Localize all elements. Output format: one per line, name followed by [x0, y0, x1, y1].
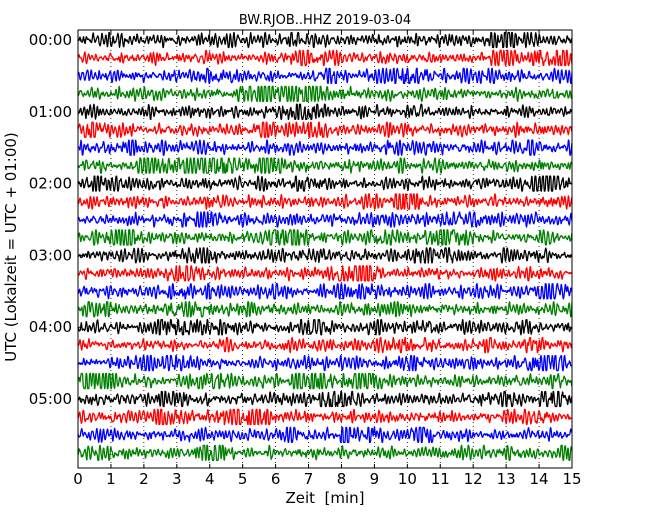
- trace-row-18: [77, 354, 573, 372]
- trace-row-15: [77, 301, 573, 318]
- x-tick-label: 7: [304, 470, 314, 488]
- trace-row-11: [77, 229, 573, 246]
- trace-row-6: [77, 139, 573, 156]
- trace-row-8: [77, 175, 573, 192]
- trace-row-5: [77, 121, 573, 138]
- y-tick-label: 04:00: [29, 318, 72, 336]
- x-tick-label: 9: [370, 470, 380, 488]
- y-tick-label: 02:00: [29, 175, 72, 193]
- x-tick-label: 4: [205, 470, 215, 488]
- trace-row-21: [77, 408, 573, 426]
- trace-row-2: [77, 67, 573, 85]
- seismic-traces: [77, 31, 573, 461]
- chart-title: BW.RJOB..HHZ 2019-03-04: [239, 13, 411, 28]
- trace-row-9: [77, 193, 573, 210]
- x-tick-label: 8: [337, 470, 347, 488]
- trace-row-7: [77, 157, 573, 174]
- trace-row-10: [77, 211, 573, 228]
- trace-row-23: [77, 444, 573, 461]
- x-tick-label: 2: [139, 470, 149, 488]
- x-tick-label: 6: [271, 470, 281, 488]
- x-tick-label: 14: [530, 470, 549, 488]
- x-tick-label: 12: [464, 470, 483, 488]
- trace-row-1: [77, 49, 573, 67]
- trace-row-13: [77, 265, 573, 282]
- trace-row-17: [77, 337, 573, 354]
- x-tick-label: 10: [398, 470, 417, 488]
- y-tick-label: 00:00: [29, 31, 72, 49]
- y-axis-label: UTC (Lokalzeit = UTC + 01:00): [2, 132, 20, 362]
- x-axis-label: Zeit [min]: [285, 489, 364, 507]
- y-tick-label: 05:00: [29, 390, 72, 408]
- x-tick-label: 15: [562, 470, 581, 488]
- x-tick-label: 3: [172, 470, 182, 488]
- y-axis-ticks: 00:00 01:00 02:00 03:00 04:00 05:00: [29, 31, 572, 408]
- x-tick-label: 5: [238, 470, 248, 488]
- trace-row-16: [77, 319, 573, 336]
- x-tick-label: 11: [431, 470, 450, 488]
- y-tick-label: 01:00: [29, 103, 72, 121]
- x-tick-label: 13: [497, 470, 516, 488]
- trace-row-4: [77, 103, 573, 120]
- trace-row-19: [77, 372, 573, 390]
- x-tick-label: 1: [106, 470, 116, 488]
- trace-row-0: [77, 31, 573, 49]
- x-axis-ticks: 0 1 2 3 4 5 6 7 8 9 10 11 12 13 14 15: [73, 30, 582, 488]
- y-tick-label: 03:00: [29, 246, 72, 264]
- trace-row-20: [77, 390, 573, 408]
- trace-row-12: [77, 247, 573, 264]
- plot-frame: [77, 29, 573, 469]
- trace-row-3: [77, 85, 573, 102]
- x-tick-label: 0: [73, 470, 83, 488]
- trace-row-14: [77, 283, 573, 300]
- trace-row-22: [77, 426, 573, 444]
